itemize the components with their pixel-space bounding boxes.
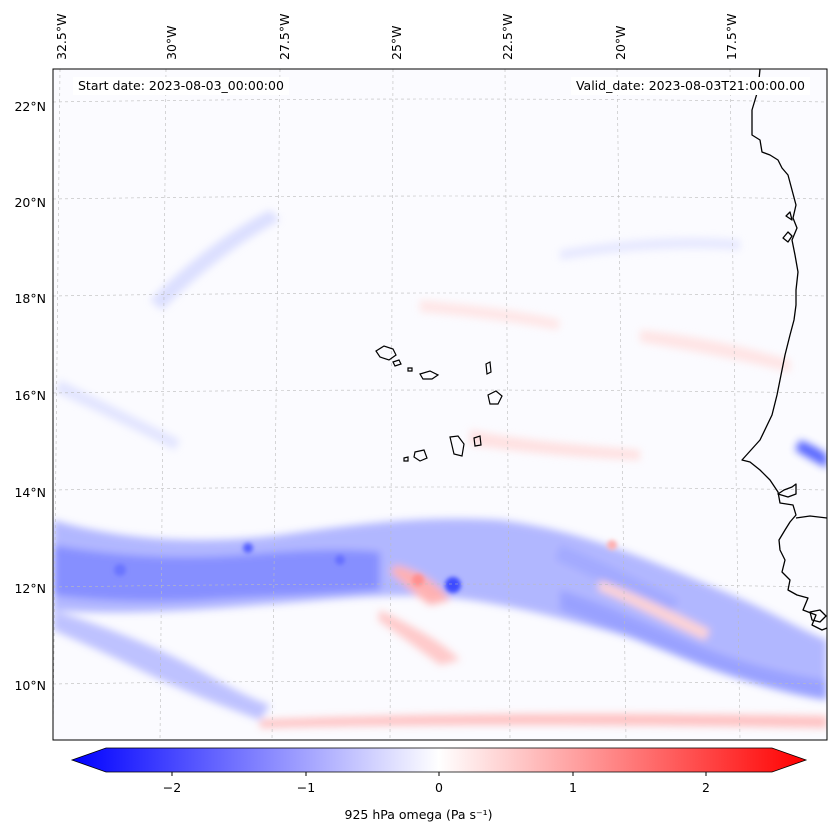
latitude-labels: 22°N 20°N 18°N 16°N 14°N 12°N 10°N xyxy=(14,99,46,693)
valid-date-label: Valid_date: 2023-08-03T21:00:00.00 xyxy=(570,77,810,95)
lat-label: 10°N xyxy=(14,678,46,693)
map-frame xyxy=(52,68,828,741)
longitude-labels: 32.5°W 30°W 27.5°W 25°W 22.5°W 20°W 17.5… xyxy=(54,14,739,60)
colorbar: −2 −1 0 1 2 xyxy=(70,747,808,795)
lon-label: 27.5°W xyxy=(277,14,292,60)
colorbar-ticks xyxy=(171,772,707,776)
lon-label: 25°W xyxy=(389,25,404,60)
omega-field xyxy=(53,69,827,740)
lon-label: 22.5°W xyxy=(500,14,515,60)
lat-label: 18°N xyxy=(14,291,46,306)
lon-label: 20°W xyxy=(613,25,628,60)
lon-label: 30°W xyxy=(164,25,179,60)
africa-coastline xyxy=(741,69,827,631)
lat-label: 16°N xyxy=(14,388,46,403)
colorbar-tick-label: 2 xyxy=(702,780,710,795)
colorbar-tick-label: 0 xyxy=(435,780,443,795)
cape-verde-islands xyxy=(375,345,503,462)
lat-label: 20°N xyxy=(14,195,46,210)
lat-label: 22°N xyxy=(14,99,46,114)
lon-label: 17.5°W xyxy=(724,14,739,60)
graticule xyxy=(53,69,827,740)
lat-label: 14°N xyxy=(14,485,46,500)
lat-label: 12°N xyxy=(14,581,46,596)
colorbar-tick-label: −2 xyxy=(163,780,181,795)
lon-label: 32.5°W xyxy=(54,14,69,60)
colorbar-tick-label: 1 xyxy=(569,780,577,795)
colorbar-label: 925 hPa omega (Pa s⁻¹) xyxy=(344,807,493,822)
colorbar-tick-label: −1 xyxy=(297,780,315,795)
start-date-label: Start date: 2023-08-03_00:00:00 xyxy=(73,77,289,95)
